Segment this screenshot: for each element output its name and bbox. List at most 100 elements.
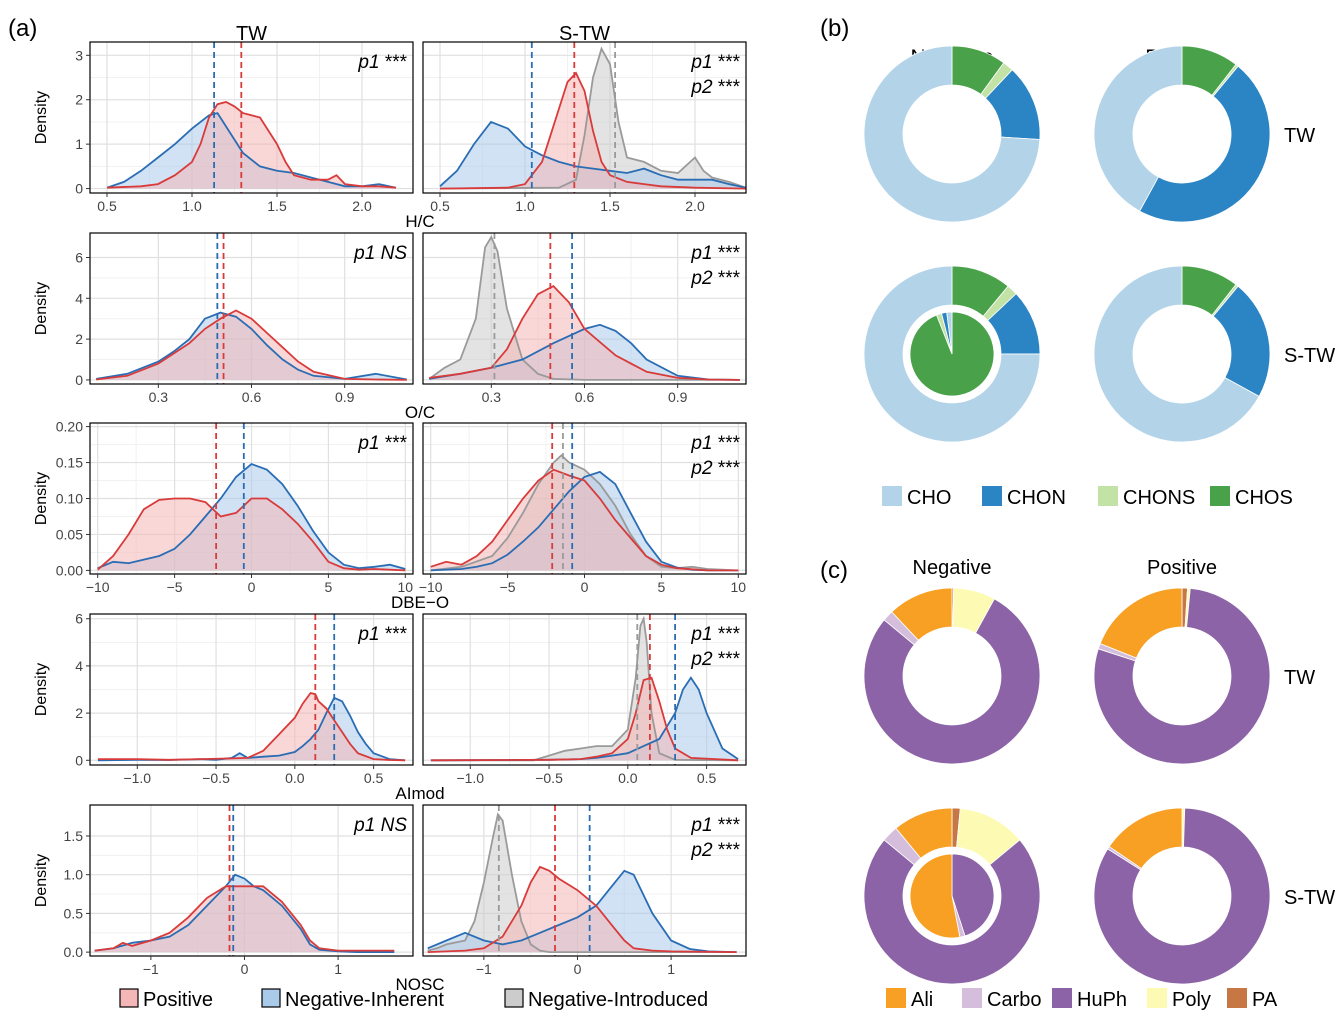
density-line-positive [97, 691, 406, 762]
significance-stars: *** [718, 268, 741, 289]
x-tick-label: 0.9 [335, 389, 355, 405]
x-tick-label: 5 [325, 579, 333, 595]
slice-CHON [1139, 65, 1271, 223]
density-panel: p1 NS 0.3 0.6 0.9 0 2 4 6 Density [33, 232, 414, 405]
compound-class-donuts: Negative Positive TW S-TW Ali Carbo HuPh Poly PA [863, 557, 1335, 1011]
legend-label: Carbo [987, 989, 1041, 1011]
legend-label: CHON [1007, 487, 1066, 509]
p-label: p1 [690, 624, 717, 645]
p-label: p2 [690, 77, 717, 98]
density-area-introduced [440, 48, 746, 189]
x-tick-label: 0.3 [482, 389, 502, 405]
legend-swatch-chons [1098, 486, 1118, 506]
p-label: p1 [690, 52, 717, 73]
donut-column-title: Negative [913, 557, 992, 579]
legend-swatch-inherent [261, 988, 281, 1008]
x-tick-label: −5 [167, 579, 183, 595]
donut-chart [1093, 807, 1271, 985]
y-axis-label: Density [33, 472, 50, 525]
legend-swatch-ali [886, 988, 906, 1008]
x-tick-label: 0.5 [697, 770, 717, 786]
significance-label: p2 *** [690, 458, 740, 479]
significance-stars: *** [718, 840, 741, 861]
slice-CHO [1093, 45, 1183, 212]
y-tick-label: 0 [75, 181, 83, 197]
x-tick-label: 1.5 [600, 198, 620, 214]
slice-CHO [863, 265, 1041, 443]
x-tick-label: −10 [419, 579, 443, 595]
slice-HuPh [863, 598, 1041, 765]
donut-chart [863, 45, 1041, 223]
significance-label: p1 *** [690, 243, 740, 264]
plot-frame [89, 41, 414, 194]
density-area-positive [107, 102, 396, 189]
x-tick-label: 1 [334, 961, 342, 977]
y-tick-label: 2 [75, 331, 83, 347]
density-line-inherent [427, 869, 737, 953]
donut-chart [1093, 265, 1271, 443]
density-line-positive [430, 468, 739, 572]
density-panel: p1 ***p2 ***−10 −5 0 5 10 [419, 422, 747, 595]
x-tick-label: 0 [248, 579, 256, 595]
y-tick-label: 1 [75, 136, 83, 152]
plot-frame [422, 613, 747, 766]
p-label: p1 [690, 243, 717, 264]
x-tick-label: 0.6 [575, 389, 595, 405]
donut-chart [863, 587, 1041, 765]
density-panel: p1 ***p2 ***−1.0 −0.5 0.0 0.5 [422, 613, 747, 786]
density-line-positive [96, 309, 407, 381]
y-tick-label: 0.00 [56, 562, 83, 578]
density-area-positive [97, 693, 406, 761]
density-panel: p1 *** 0.5 1.0 1.5 2.0 0 1 2 3 Density [33, 41, 414, 214]
p-label: p1 [353, 243, 380, 264]
legend-swatch-positive [119, 988, 139, 1008]
donut-chart [863, 265, 1041, 443]
x-tick-label: 0 [574, 961, 582, 977]
significance-stars: *** [718, 624, 741, 645]
slice-HuPh [951, 853, 995, 937]
p-label: p1 [353, 815, 380, 836]
x-tick-label: −1.0 [123, 770, 151, 786]
p-label: p2 [690, 268, 717, 289]
significance-stars: *** [718, 243, 741, 264]
significance-label: p1 *** [357, 624, 407, 645]
density-panel: p1 ***p2 ***−1 0 1 [422, 804, 747, 977]
density-area-introduced [429, 237, 740, 380]
significance-label: p1 *** [690, 433, 740, 454]
legend-label: Positive [143, 989, 213, 1011]
x-tick-label: 0.0 [618, 770, 638, 786]
density-line-positive [439, 71, 747, 190]
legend-label: Poly [1172, 989, 1211, 1011]
plot-frame [89, 613, 414, 766]
x-axis-label: O/C [405, 403, 435, 422]
density-line-inherent [439, 120, 747, 189]
y-tick-label: 0.20 [56, 419, 83, 435]
density-area-positive [430, 677, 739, 761]
x-tick-label: 1.5 [267, 198, 287, 214]
legend-swatch-poly [1147, 988, 1167, 1008]
slice-Ali [895, 807, 953, 859]
x-tick-label: 0.9 [668, 389, 688, 405]
significance-label: p2 *** [690, 840, 740, 861]
x-tick-label: −0.5 [202, 770, 230, 786]
p-label: p2 [690, 840, 717, 861]
significance-label: p1 NS [353, 243, 407, 264]
panel-a-label: (a) [8, 15, 37, 42]
slice-HuPh [863, 839, 1041, 985]
panel-c-label: (c) [820, 557, 848, 584]
y-tick-label: 0 [75, 752, 83, 768]
y-tick-label: 0.05 [56, 526, 83, 542]
density-line-introduced [430, 615, 739, 762]
x-axis-label: DBE−O [391, 593, 449, 612]
column-title: S-TW [559, 23, 610, 45]
density-panel: p1 *** −10 −5 0 5 10 0.00 0.05 0.10 0.15 0.20 Densi… [33, 419, 414, 595]
density-area-positive [96, 310, 407, 380]
density-area-introduced [427, 814, 737, 953]
significance-stars: NS [381, 815, 408, 836]
significance-stars: *** [718, 77, 741, 98]
donut-row-label: TW [1284, 667, 1315, 689]
y-tick-label: 4 [75, 658, 83, 674]
x-tick-label: 0 [241, 961, 249, 977]
